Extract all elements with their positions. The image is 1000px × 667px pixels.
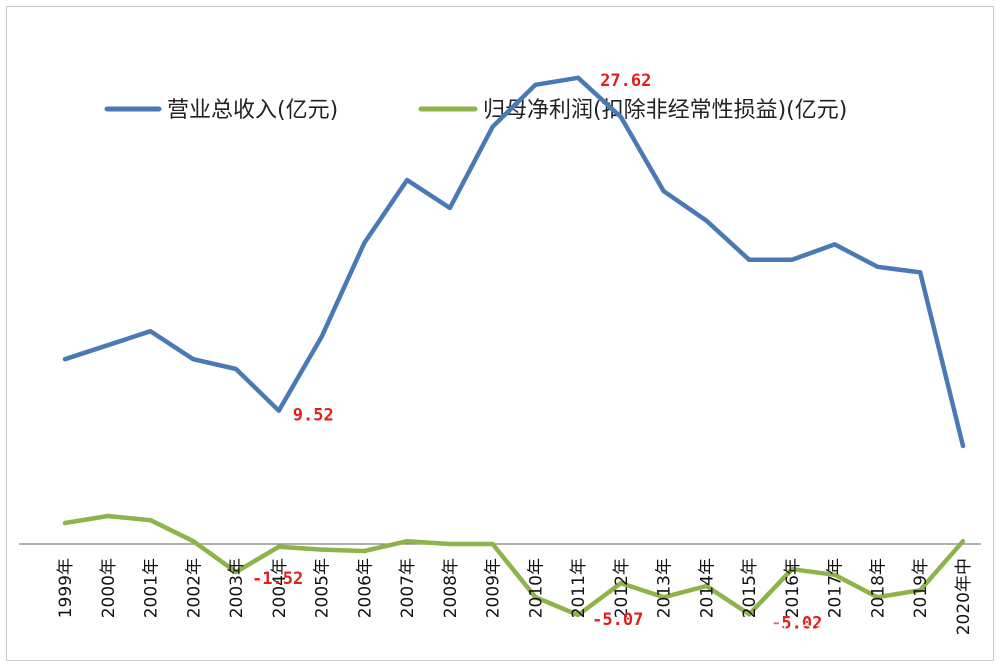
x-tick-label: 2008年 [441,558,461,618]
x-tick-label: 2002年 [184,558,204,618]
watermark-text: 知乎 @食品财经人 [749,620,915,644]
x-tick-label: 2004年 [270,558,290,618]
x-tick-label: 2015年 [740,558,760,618]
x-tick-label: 2014年 [697,558,717,618]
series-layer [62,75,966,618]
x-tick-label: 2018年 [868,558,888,618]
data-label: -1.52 [252,569,303,589]
x-tick-label: 2000年 [99,558,119,618]
x-tick-label: 2005年 [313,558,333,618]
x-tick-label: 2006年 [355,558,375,618]
series-line-revenue [62,75,966,449]
x-tick-label: 2011年 [569,558,589,618]
data-label: 9.52 [293,406,334,426]
data-labels: 9.52 27.62 -1.52 -5.07 -5.02 [252,71,822,633]
x-tick-label: 2001年 [142,558,162,618]
x-tick-label: 2012年 [612,558,632,618]
x-tick-label: 2007年 [398,558,418,618]
x-tick-label: 2016年 [783,558,803,618]
legend-label-net-profit: 归母净利润(扣除非经常性损益)(亿元) [483,98,847,123]
chart-legend: 营业总收入(亿元) 归母净利润(扣除非经常性损益)(亿元) [104,98,847,123]
x-tick-label: 2017年 [826,558,846,618]
data-label: -5.07 [592,610,643,630]
x-tick-label: 2009年 [484,558,504,618]
x-tick-label: 2019年 [911,558,931,618]
chart-frame: 营业总收入(亿元) 归母净利润(扣除非经常性损益)(亿元) 1999年 2000年… [6,6,994,661]
series-line-net-profit [62,513,966,618]
data-label: -5.02 [771,613,822,633]
x-tick-label: 1999年 [56,558,76,618]
x-tick-label: 2003年 [227,558,247,618]
x-tick-label: 2020年中 [954,558,974,635]
data-label: 27.62 [600,71,651,91]
line-chart: 营业总收入(亿元) 归母净利润(扣除非经常性损益)(亿元) 1999年 2000年… [19,71,981,644]
legend-label-revenue: 营业总收入(亿元) [167,98,338,123]
x-tick-label: 2010年 [526,558,546,618]
x-tick-label: 2013年 [655,558,675,618]
x-tick-labels: 1999年 2000年 2001年 2002年 2003年 2004年 2005年 2006年… [56,558,974,635]
